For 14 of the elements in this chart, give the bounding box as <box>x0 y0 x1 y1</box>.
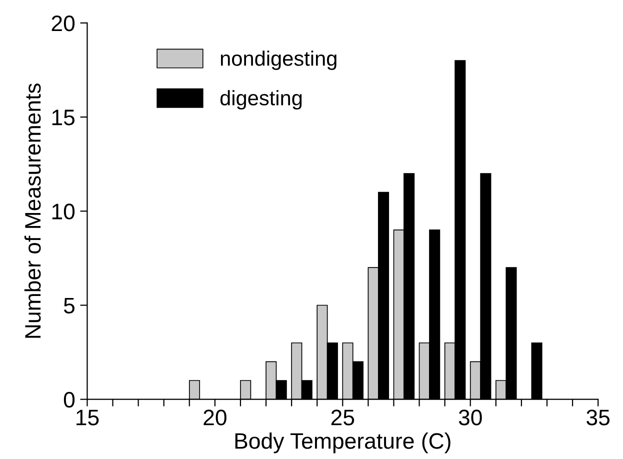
x-tick-label: 20 <box>204 410 226 426</box>
legend-label: digesting <box>220 90 302 110</box>
y-tick-label: 5 <box>64 298 74 314</box>
x-axis-title: Body Temperature (C) <box>235 432 450 454</box>
y-axis-title: Number of Measurements <box>24 83 41 338</box>
x-tick-label: 35 <box>586 410 610 426</box>
x-tick-label: 25 <box>331 410 354 426</box>
x-tick-label: 30 <box>458 410 482 426</box>
legend-label: nondigesting <box>220 50 336 70</box>
y-tick-label: 10 <box>52 204 75 220</box>
y-tick-label: 20 <box>52 15 75 32</box>
y-tick-label: 0 <box>64 392 75 408</box>
y-tick-label: 15 <box>52 110 74 126</box>
x-tick-label: 15 <box>76 410 99 426</box>
